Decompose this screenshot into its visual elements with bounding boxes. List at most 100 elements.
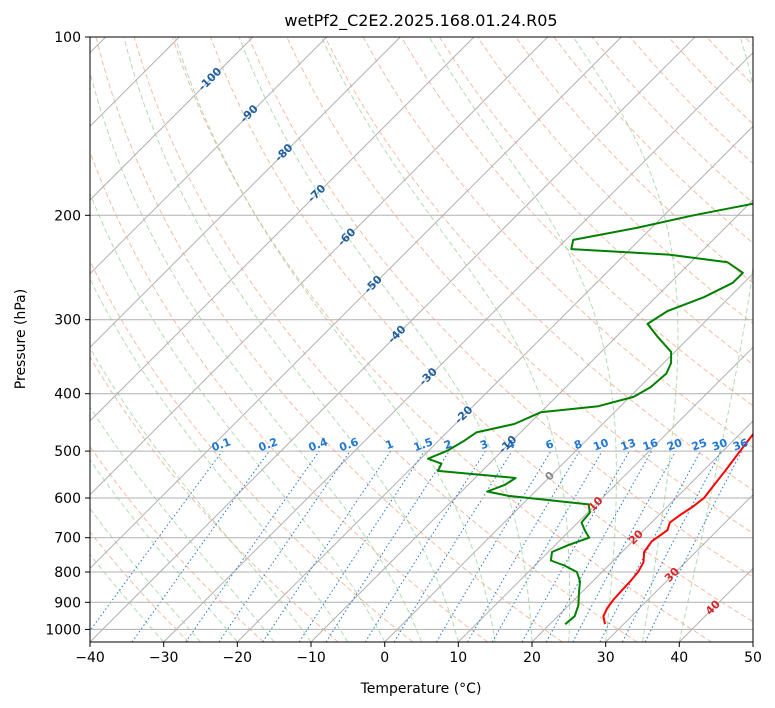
moist-adiabat [123,37,459,642]
isotherm-line [90,37,401,349]
x-tick-label: 50 [744,650,762,666]
mixing-ratio-label: 13 [619,436,638,453]
line-labels: 0.1 0.2 0.4 0.6 1 1.5 2 3 4 6 8 10 13 16 20 25 30 36-100-… [196,65,751,618]
y-axis-label: Pressure (hPa) [13,289,29,389]
isotherm-line [90,37,696,642]
moist-adiabat [90,70,422,642]
mixing-ratio-line [599,450,701,642]
dry-adiabat [668,37,753,125]
dry-adiabat [324,37,753,491]
axes: −40 −30 −20 −10 0 10 20 30 40 50 1000 900 800 700 600 5… [45,30,762,666]
mixing-ratio-line [185,450,320,642]
mixing-ratio-label: 20 [665,436,684,454]
isotherm-line [163,51,753,642]
mixing-ratio-line [131,450,270,642]
isotherm-line [90,37,549,496]
isotherm-line [678,567,753,642]
y-tick-label: 400 [54,387,81,403]
x-tick-label: 10 [449,650,467,666]
mixing-ratio-label: 0.4 [307,435,330,454]
mixing-ratio-label: 1.5 [412,435,435,454]
profile-lines [427,202,753,625]
x-tick-label: −10 [296,650,326,666]
dry-adiabat [706,37,753,86]
mixing-ratio-label: 16 [641,436,660,454]
mixing-ratio-label: 0.2 [257,435,280,454]
mixing-ratio-label: 6 [544,437,556,452]
mixing-ratio-line [572,450,677,642]
moist-adiabat [90,459,238,642]
dewpoint-line [427,202,753,625]
isotherm-line [90,37,328,275]
mixing-ratio-line [90,450,223,632]
isotherm-line [90,37,475,422]
mixing-ratio-line [393,450,513,642]
isotherm-line [310,199,753,642]
mixing-ratio-label: 10 [591,436,610,454]
temperature-line [602,432,753,625]
mixing-ratio-line [325,450,450,642]
moist-adiabat [320,37,571,642]
mixing-ratio-line [218,450,351,642]
y-tick-label: 500 [54,444,81,460]
mixing-ratio-label: 4 [505,437,517,452]
mixing-ratio-label: 25 [690,436,709,453]
dry-adiabat [248,37,753,578]
moist-adiabat [428,37,617,642]
mixing-ratio-label: 36 [731,436,750,454]
moist-adiabat [678,37,753,642]
moist-adiabat [238,37,533,642]
isotherm-line [90,37,622,570]
dry-adiabat [171,37,712,642]
x-tick-label: −40 [75,650,105,666]
x-tick-label: 40 [670,650,688,666]
mixing-ratio-label: 3 [478,437,490,452]
moist-adiabat [572,37,679,642]
x-tick-label: −30 [149,650,179,666]
x-tick-label: −20 [223,650,253,666]
y-tick-label: 200 [54,208,81,224]
y-tick-label: 800 [54,565,81,581]
dry-adiabat [210,37,753,623]
y-tick-label: 600 [54,491,81,507]
dry-adiabat [90,445,264,642]
mixing-ratio-line [644,450,743,642]
mixing-ratio-line [545,450,653,642]
dry-adiabat [591,37,753,204]
x-axis-label: Temperature (°C) [360,681,482,697]
dry-adiabat [438,37,753,366]
moist-adiabat [90,507,201,642]
x-tick-label: 30 [597,650,615,666]
x-tick-label: 20 [523,650,541,666]
dry-adiabat [133,37,638,642]
isotherm-line [384,272,753,642]
mixing-ratio-line [435,450,552,642]
mixing-ratio-label: 1 [384,437,396,452]
dry-adiabat [90,531,190,642]
mixing-ratio-label: 2 [442,437,454,452]
mixing-ratio-label: 0.1 [210,435,233,454]
mixing-ratio-label: 8 [572,437,584,452]
mixing-ratio-line [262,450,392,642]
chart-title: wetPf2_C2E2.2025.168.01.24.R05 [284,11,557,31]
moist-adiabat [90,192,386,642]
moist-adiabat [90,347,312,642]
mixing-ratio-line [521,450,630,642]
dry-adiabat [90,356,339,642]
dry-adiabat [744,37,753,47]
isotherm-line [752,641,753,642]
y-tick-label: 100 [54,30,81,46]
isotherm-line [236,125,753,642]
isotherm-label: -60 [335,225,358,248]
dry-adiabat [95,37,563,642]
mixing-ratio-label: 30 [710,436,729,454]
x-tick-label: 0 [380,650,389,666]
isotherm-line [605,493,753,642]
mixing-ratio-label: 0.6 [338,435,361,454]
dry-adiabat [515,37,753,284]
moist-adiabat [90,278,349,642]
y-tick-label: 300 [54,313,81,329]
y-tick-label: 1000 [45,622,81,638]
moist-adiabat [90,406,275,642]
